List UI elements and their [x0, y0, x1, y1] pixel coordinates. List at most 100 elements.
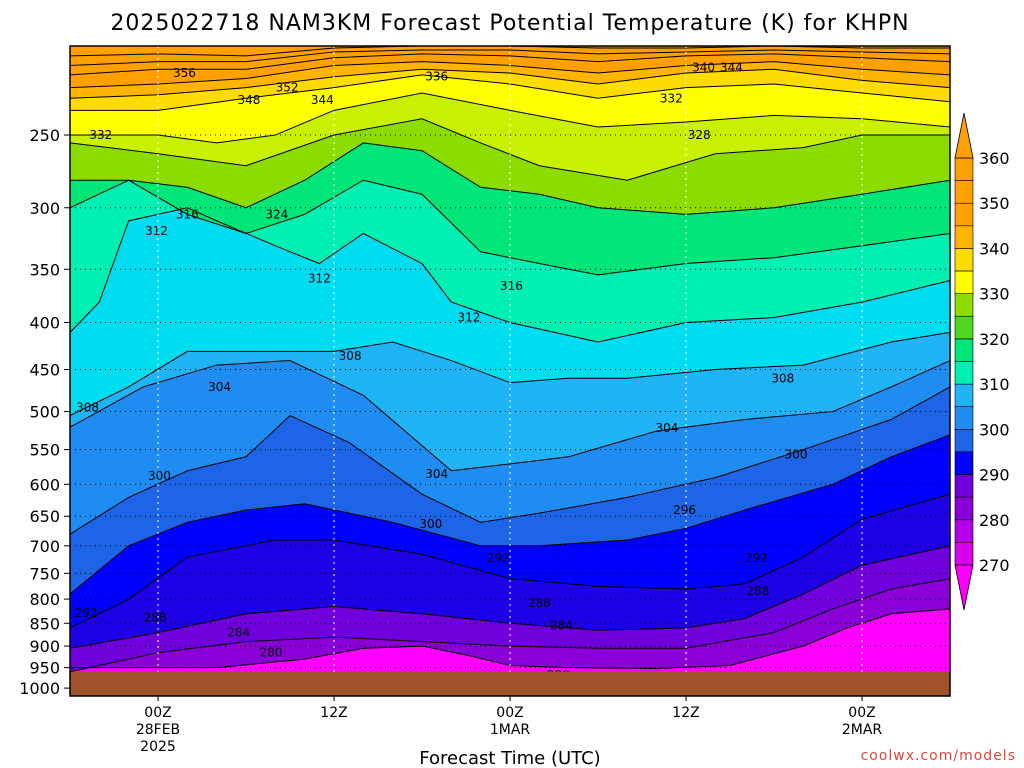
- x-tick-label: 00Z: [144, 705, 171, 721]
- colorbar-segment: [954, 383, 974, 408]
- y-tick-label: 400: [29, 314, 60, 333]
- contour-label: 312: [145, 224, 168, 238]
- band-above-356: [70, 46, 950, 56]
- y-tick-label: 850: [29, 614, 60, 633]
- contour-label: 296: [673, 503, 696, 517]
- x-tick-date: 1MAR: [490, 722, 531, 738]
- plot-area: 356 352 348 344 336 340 344 332 332 328 324 316 312 3…: [70, 46, 950, 696]
- contour-label: 348: [237, 93, 260, 107]
- x-tick-label: 12Z: [320, 705, 347, 721]
- contour-label: 340: [692, 60, 715, 74]
- colorbar-label: 300: [979, 420, 1010, 439]
- contour-label: 336: [425, 70, 448, 84]
- y-tick-label: 750: [29, 564, 60, 583]
- colorbar-label: 320: [979, 330, 1010, 349]
- contour-label: 300: [785, 448, 808, 462]
- x-tick-date: 2MAR: [842, 722, 883, 738]
- x-tick-label: 00Z: [496, 705, 523, 721]
- colorbar-segment: [954, 338, 974, 362]
- contour-332: [70, 92, 950, 144]
- y-tick-label: 550: [29, 441, 60, 460]
- y-tick-label: 250: [29, 126, 60, 145]
- contour-label: 332: [89, 128, 112, 142]
- colorbar-segment: [954, 248, 974, 272]
- y-tick-label: 450: [29, 361, 60, 380]
- credit-link[interactable]: coolwx.com/models: [861, 748, 1016, 764]
- chart-title: 2025022718 NAM3KM Forecast Potential Tem…: [110, 11, 909, 36]
- colorbar-segment: [954, 406, 974, 430]
- contour-label: 344: [720, 60, 743, 74]
- y-tick-label: 300: [29, 199, 60, 218]
- y-tick-label: 950: [29, 659, 60, 678]
- contour-label: 304: [208, 380, 231, 394]
- x-tick-year: 2025: [140, 739, 176, 755]
- colorbar: 270 280 290 300 310 320 330 340 350 360: [954, 112, 1010, 611]
- contour-316: [70, 179, 950, 276]
- contour-label: 332: [660, 91, 683, 105]
- contour-label: 284: [550, 619, 573, 633]
- colorbar-segment: [954, 293, 974, 317]
- colorbar-segment: [954, 157, 974, 181]
- contour-label: 288: [144, 611, 167, 625]
- colorbar-segment: [954, 496, 974, 521]
- colorbar-segment: [954, 429, 974, 453]
- x-tick-label: 12Z: [672, 705, 699, 721]
- y-tick-label: 650: [29, 507, 60, 526]
- contour-348: [70, 53, 950, 76]
- colorbar-label: 280: [979, 511, 1010, 530]
- colorbar-segment: [954, 519, 974, 543]
- contour-label: 300: [148, 469, 171, 483]
- contour-label: 312: [308, 271, 331, 285]
- y-tick-label: 500: [29, 403, 60, 422]
- colorbar-label: 270: [979, 556, 1010, 575]
- contour-336: [70, 74, 950, 111]
- contour-308: [70, 331, 950, 416]
- y-tick-label: 800: [29, 590, 60, 609]
- contour-label: 284: [227, 626, 250, 640]
- colorbar-label: 340: [979, 239, 1010, 258]
- colorbar-segment: [954, 474, 974, 498]
- ground-surface: [70, 672, 950, 696]
- contour-label: 300: [419, 517, 442, 531]
- y-tick-label: 1000: [19, 679, 60, 698]
- colorbar-segment: [954, 315, 974, 340]
- contour-label: 328: [688, 128, 711, 142]
- y-axis-pressure: 250 300 350 400 450 500 550 600 650 700 750 800 850 9…: [19, 126, 70, 698]
- contour-label: 316: [500, 279, 523, 293]
- colorbar-segment: [954, 202, 974, 227]
- contour-label: 292: [487, 551, 510, 565]
- contour-284: [70, 578, 950, 673]
- contour-label: 308: [771, 371, 794, 385]
- contour-label: 356: [173, 66, 196, 80]
- y-tick-label: 600: [29, 475, 60, 494]
- colorbar-label: 310: [979, 375, 1010, 394]
- contour-280: [70, 608, 950, 669]
- contour-labels: 356 352 348 344 336 340 344 332 332 328 324 316 312 3…: [75, 60, 808, 682]
- contour-label: 308: [339, 349, 362, 363]
- contour-label: 292: [75, 606, 98, 620]
- colorbar-segment: [954, 542, 974, 566]
- contour-label: 292: [745, 551, 768, 565]
- contour-label: 316: [176, 207, 199, 221]
- contour-label: 324: [265, 207, 288, 221]
- contour-288: [70, 545, 950, 649]
- x-axis-title: Forecast Time (UTC): [419, 748, 600, 768]
- y-tick-label: 700: [29, 537, 60, 556]
- colorbar-label: 360: [979, 149, 1010, 168]
- contour-label: 344: [311, 93, 334, 107]
- y-tick-label: 350: [29, 260, 60, 279]
- colorbar-segment: [954, 180, 974, 204]
- colorbar-label: 330: [979, 285, 1010, 304]
- y-tick-label: 900: [29, 637, 60, 656]
- colorbar-segment: [954, 451, 974, 475]
- contour-label: 352: [276, 81, 299, 95]
- contour-340: [70, 68, 950, 99]
- contour-352: [70, 49, 950, 66]
- colorbar-segment: [954, 361, 974, 385]
- contour-292: [70, 493, 950, 629]
- contour-label: 304: [655, 421, 678, 435]
- colorbar-top-arrow: [954, 112, 974, 159]
- colorbar-label: 350: [979, 194, 1010, 213]
